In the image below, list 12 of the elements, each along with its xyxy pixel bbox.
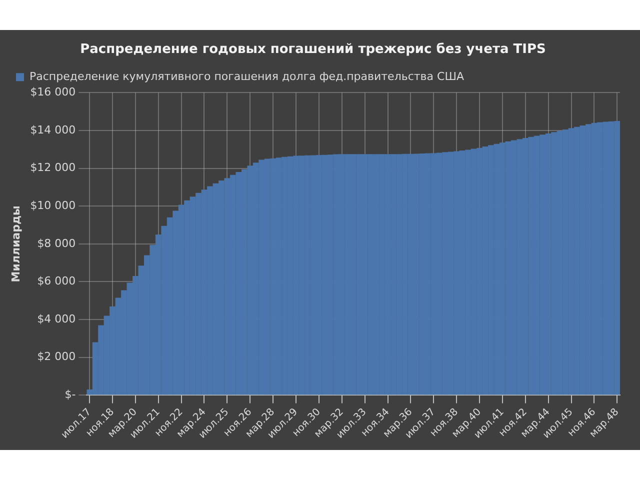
legend-label: Распределение кумулятивного погашения долга фед.правительства США (30, 70, 464, 83)
y-tick-label: $14 000 (30, 123, 76, 136)
y-axis-title: Миллиарды (9, 206, 22, 282)
y-tick-label: $6 000 (37, 274, 76, 288)
y-tick-label: $16 000 (30, 85, 76, 98)
chart-title: Распределение годовых погашений трежерис без учета TIPS (80, 42, 546, 58)
y-tick-label: $- (64, 388, 76, 402)
y-tick-label: $10 000 (30, 198, 76, 212)
y-tick-label: $8 000 (37, 236, 76, 250)
y-tick-label: $12 000 (30, 161, 76, 174)
y-tick-label: $4 000 (37, 312, 76, 326)
y-tick-label: $2 000 (37, 350, 76, 364)
